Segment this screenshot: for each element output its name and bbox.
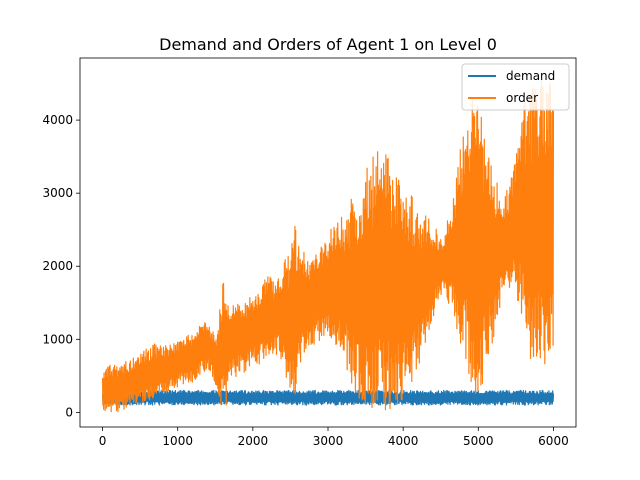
y-tick-label: 1000 (42, 332, 73, 346)
y-tick-label: 0 (65, 405, 73, 419)
y-tick-label: 4000 (42, 113, 73, 127)
x-tick-label: 3000 (313, 434, 344, 448)
y-axis: 0 1000 2000 3000 4000 (42, 113, 80, 419)
legend: demand order (461, 63, 570, 111)
legend-label-demand: demand (506, 69, 555, 83)
x-axis: 0 1000 2000 3000 4000 5000 6000 (99, 427, 569, 448)
x-tick-label: 6000 (538, 434, 569, 448)
x-tick-label: 2000 (238, 434, 269, 448)
chart-title: Demand and Orders of Agent 1 on Level 0 (159, 35, 497, 54)
x-tick-label: 4000 (388, 434, 419, 448)
y-tick-label: 2000 (42, 259, 73, 273)
legend-label-order: order (506, 91, 538, 105)
y-tick-label: 3000 (42, 186, 73, 200)
x-tick-label: 0 (99, 434, 107, 448)
series-demand-line (101, 389, 555, 406)
series-order-line (101, 79, 555, 413)
series-group (101, 79, 555, 413)
x-tick-label: 5000 (463, 434, 494, 448)
x-tick-label: 1000 (162, 434, 193, 448)
plot-area (101, 79, 555, 413)
